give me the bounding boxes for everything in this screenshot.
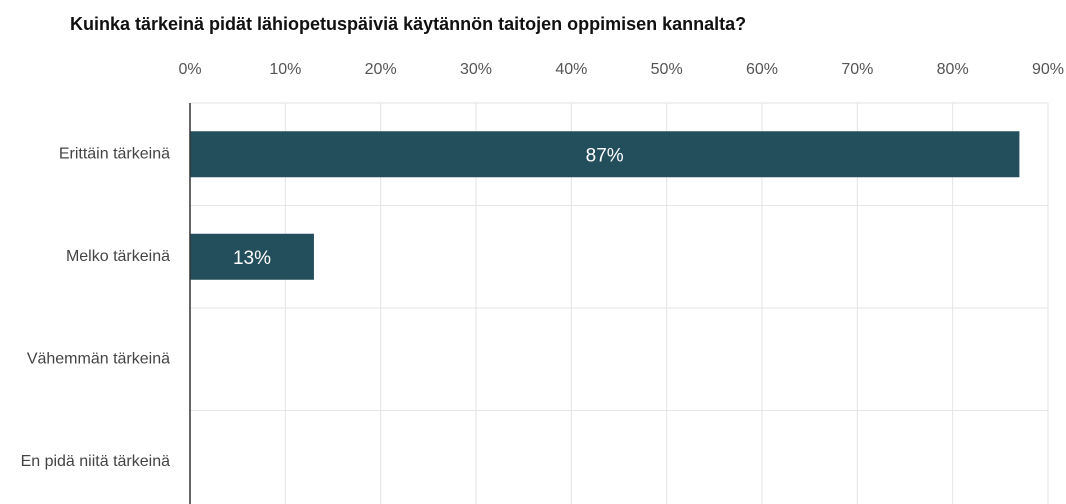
chart-title: Kuinka tärkeinä pidät lähiopetuspäiviä k… (70, 14, 746, 34)
x-tick-label: 80% (937, 61, 969, 78)
x-tick-label: 50% (651, 61, 683, 78)
x-tick-label: 10% (269, 61, 301, 78)
x-tick-label: 70% (841, 61, 873, 78)
x-tick-label: 30% (460, 61, 492, 78)
y-tick-label: Erittäin tärkeinä (59, 145, 170, 162)
x-tick-label: 20% (365, 61, 397, 78)
x-tick-label: 40% (555, 61, 587, 78)
bar (190, 131, 1020, 178)
x-tick-label: 60% (746, 61, 778, 78)
x-tick-label: 0% (178, 61, 201, 78)
data-label: 87% (586, 145, 624, 166)
x-tick-label: 90% (1032, 61, 1064, 78)
y-tick-label: En pidä niitä tärkeinä (21, 453, 171, 470)
y-tick-label: Vähemmän tärkeinä (27, 350, 170, 367)
y-tick-label: Melko tärkeinä (66, 248, 170, 265)
bar (190, 233, 314, 280)
data-label: 13% (233, 248, 271, 269)
